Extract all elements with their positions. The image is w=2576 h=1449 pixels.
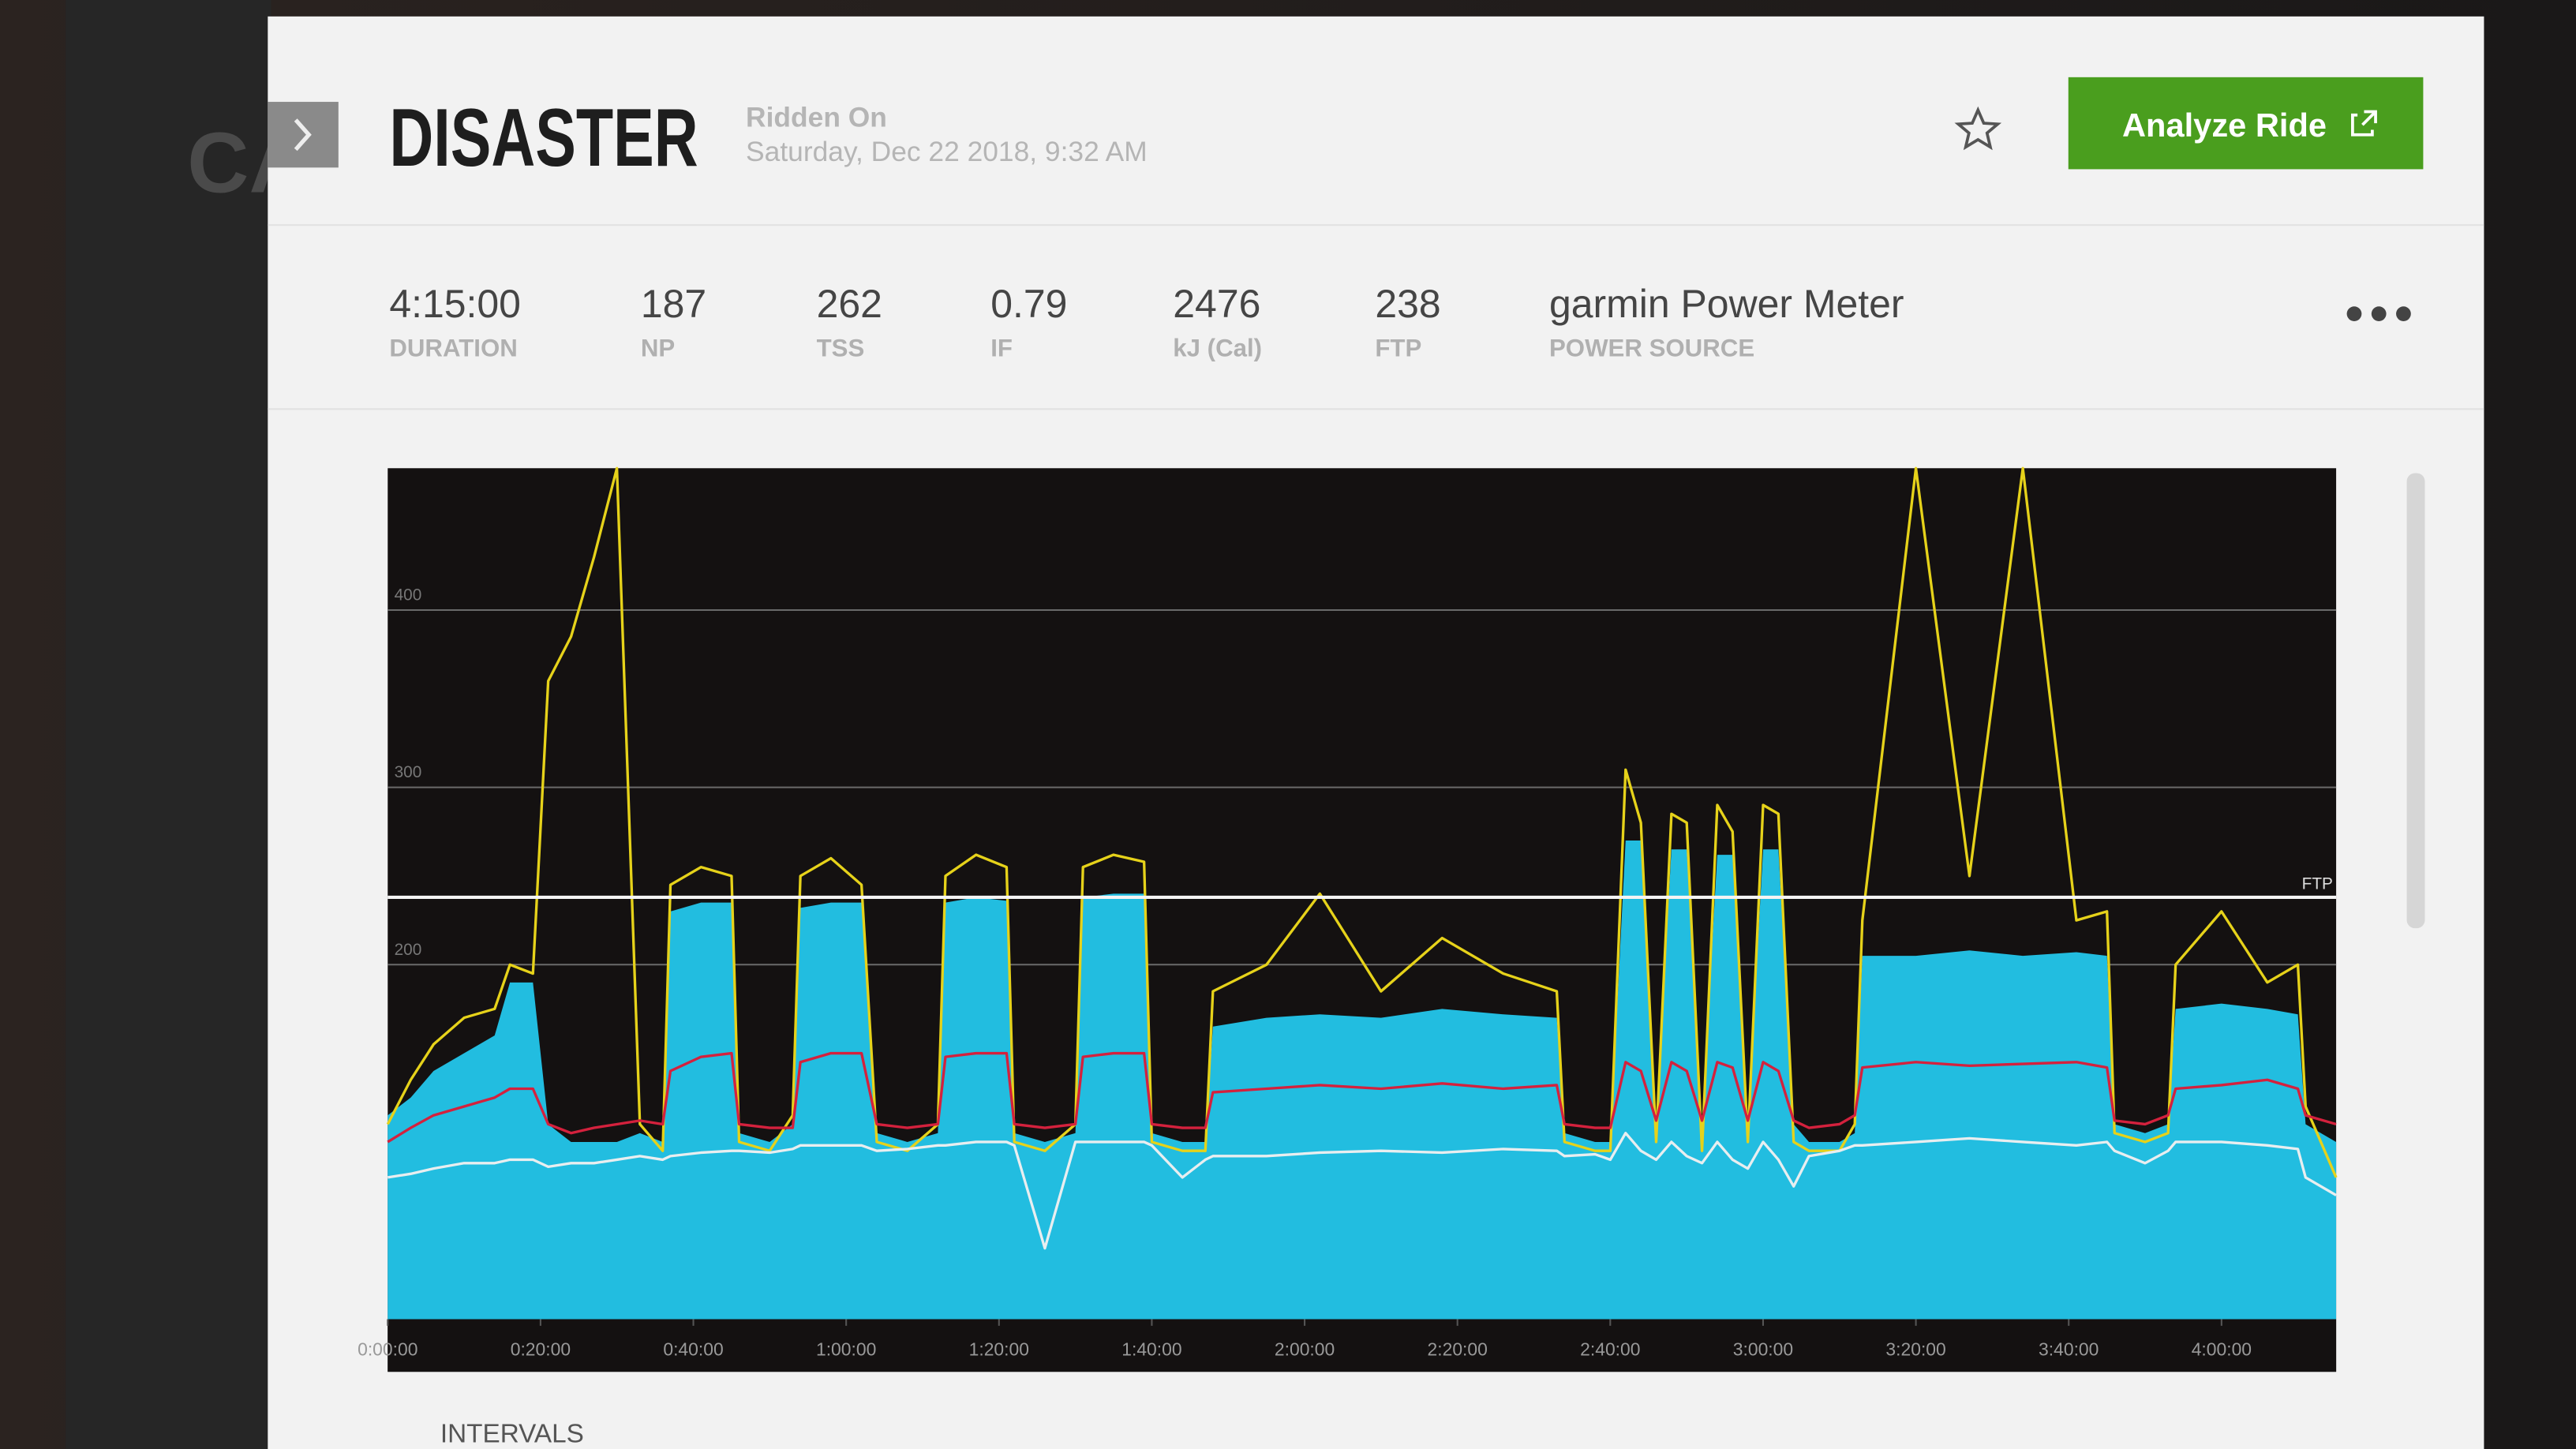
dot xyxy=(2396,306,2411,321)
stat-label: kJ (Cal) xyxy=(1173,335,1262,362)
area xyxy=(388,840,2337,1320)
x-axis-band xyxy=(388,1319,2337,1372)
x-tick-label: 1:00:00 xyxy=(816,1339,876,1359)
stat-label: POWER SOURCE xyxy=(1549,335,1754,362)
chevron-icon xyxy=(294,118,312,152)
dot xyxy=(2371,306,2387,321)
stat-value: 2476 xyxy=(1173,282,1260,326)
stat-value: 0.79 xyxy=(990,282,1067,326)
x-tick-label: 3:20:00 xyxy=(1885,1339,1945,1359)
ftp-label: FTP xyxy=(2302,874,2333,893)
x-tick-label: 1:20:00 xyxy=(969,1339,1029,1359)
ridden-label: Ridden On xyxy=(746,102,887,133)
collapse-button[interactable] xyxy=(268,102,339,168)
x-tick-label: 0:20:00 xyxy=(511,1339,571,1359)
x-tick-label: 1:40:00 xyxy=(1121,1339,1181,1359)
stat-label: TSS xyxy=(817,335,865,362)
stat-label: NP xyxy=(641,335,675,362)
x-tick-label: 4:00:00 xyxy=(2192,1339,2252,1359)
x-tick-label: 0:40:00 xyxy=(663,1339,723,1359)
line xyxy=(386,466,2338,1178)
line xyxy=(387,1051,2337,1144)
stats: 4:15:00 DURATION 187 NP 262 TSS 0.79 IF 2476 kJ (… xyxy=(389,282,1904,362)
stat-label: DURATION xyxy=(389,335,517,362)
chart: 200 300 400 FTP 0:00:00 0:20:00 0:40:00 1:00:00… xyxy=(358,466,2338,1372)
stat-value: garmin Power Meter xyxy=(1549,282,1904,326)
stat-value: 238 xyxy=(1375,282,1440,326)
stat-value: 262 xyxy=(817,282,882,326)
external-link-icon xyxy=(2351,110,2377,137)
stat-value: 4:15:00 xyxy=(389,282,521,326)
stat-label: FTP xyxy=(1375,335,1421,362)
section-heading: INTERVALS xyxy=(440,1420,584,1449)
x-tick-label: 0:00:00 xyxy=(358,1339,417,1359)
ride-date: Saturday, Dec 22 2018, 9:32 AM xyxy=(746,137,1148,167)
line xyxy=(388,1132,2337,1250)
y-tick-label: 300 xyxy=(395,763,422,781)
x-tick-label: 3:40:00 xyxy=(2039,1339,2099,1359)
favorite-star[interactable] xyxy=(1954,106,2002,151)
x-tick-label: 3:00:00 xyxy=(1733,1339,1793,1359)
dot xyxy=(2346,306,2362,321)
more-menu[interactable] xyxy=(2346,306,2411,321)
y-tick-label: 400 xyxy=(395,586,422,604)
stat-label: IF xyxy=(990,335,1013,362)
sidebar xyxy=(66,0,271,1449)
y-tick-label: 200 xyxy=(395,941,422,959)
stat-value: 187 xyxy=(641,282,706,326)
x-tick-label: 2:00:00 xyxy=(1275,1339,1335,1359)
x-tick-label: 2:20:00 xyxy=(1428,1339,1488,1359)
ride-title: DISASTER xyxy=(389,92,698,184)
analyze-button-label: Analyze Ride xyxy=(2122,107,2327,144)
scrollbar[interactable] xyxy=(2406,473,2425,929)
x-tick-label: 2:40:00 xyxy=(1580,1339,1640,1359)
